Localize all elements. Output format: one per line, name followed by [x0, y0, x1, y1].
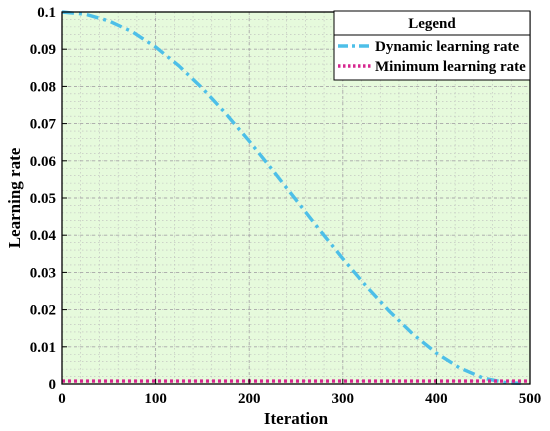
x-tick-label: 400: [425, 391, 448, 407]
y-tick-label: 0.04: [30, 228, 57, 244]
series-line-0: [61, 10, 521, 385]
legend-label-dynamic: Dynamic learning rate: [375, 39, 519, 55]
x-tick-label: 0: [58, 391, 66, 407]
x-tick-label: 100: [144, 391, 167, 407]
y-tick-label: 0.05: [30, 191, 56, 207]
x-tick-label: 500: [519, 391, 542, 407]
y-tick-label: 0.09: [30, 42, 56, 58]
y-tick-label: 0.1: [37, 5, 56, 21]
legend: Legend Dynamic learning rate Minimum lea…: [333, 10, 531, 81]
x-axis-title: Iteration: [264, 409, 329, 428]
y-axis-ticks: 0 0.01 0.02 0.03 0.04 0.05 0.06 0.07 0.08 0.09 0.1: [30, 5, 67, 393]
y-tick-label: 0.03: [30, 265, 56, 281]
x-tick-label: 200: [238, 391, 261, 407]
y-tick-label: 0.07: [30, 117, 57, 133]
y-tick-label: 0.08: [30, 79, 56, 95]
y-tick-label: 0.02: [30, 303, 56, 319]
legend-label-minimum: Minimum learning rate: [375, 59, 526, 75]
legend-title: Legend: [408, 16, 456, 32]
y-tick-label: 0.01: [30, 340, 56, 356]
y-tick-label: 0.06: [30, 154, 57, 170]
y-tick-label: 0: [49, 377, 57, 393]
x-axis-ticks: 0 100 200 300 400 500: [58, 379, 541, 407]
series-layer: [61, 10, 530, 385]
y-axis-title: Learning rate: [5, 147, 24, 248]
x-tick-label: 300: [332, 391, 355, 407]
